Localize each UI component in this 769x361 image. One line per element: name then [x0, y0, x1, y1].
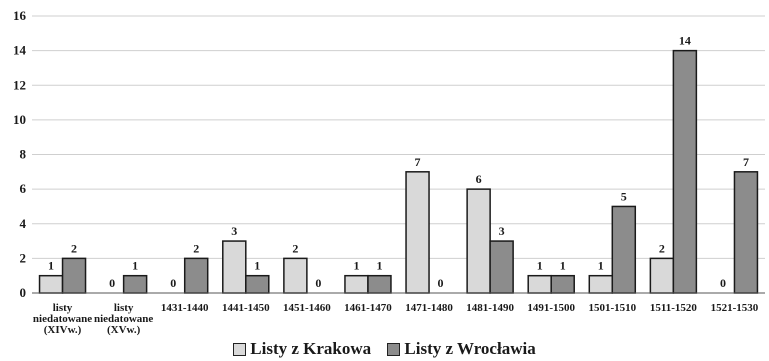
x-tick-label: 1441-1450 [222, 302, 270, 314]
bar-krakow [283, 257, 308, 294]
legend-swatch-wroclaw [387, 342, 401, 356]
bar-wroclaw [245, 274, 270, 294]
x-tick-label: (XVw.) [107, 324, 141, 336]
data-label-krakow: 1 [598, 259, 604, 273]
data-label-wroclaw: 0 [438, 276, 444, 290]
x-tick-label: listy [53, 302, 73, 314]
data-label-wroclaw: 7 [743, 155, 749, 169]
bar-krakow [344, 274, 369, 294]
x-tick-label: 1471-1480 [405, 302, 453, 314]
x-tick-label: 1521-1530 [711, 302, 759, 314]
x-tick-label: (XIVw.) [44, 324, 82, 336]
legend-label-wroclaw: Listy z Wrocławia [404, 339, 536, 358]
data-label-krakow: 0 [109, 276, 115, 290]
legend-item-wroclaw: Listy z Wrocławia [387, 339, 536, 359]
x-axis-ticks: listyniedatowane(XIVw.)listyniedatowane(… [33, 302, 759, 336]
data-label-krakow: 0 [720, 276, 726, 290]
legend-swatch-krakow [233, 342, 247, 356]
data-label-wroclaw: 1 [132, 259, 138, 273]
x-tick-label: 1501-1510 [588, 302, 636, 314]
y-tick-label: 4 [20, 216, 27, 231]
bar-wroclaw [550, 274, 575, 294]
x-tick-label: niedatowane [33, 313, 92, 325]
data-label-krakow: 3 [231, 224, 237, 238]
bar-krakow [649, 257, 675, 294]
data-label-krakow: 1 [353, 259, 359, 273]
data-label-krakow: 2 [292, 241, 298, 255]
y-axis-ticks: 0 2 4 6 8 10 12 14 16 [13, 8, 27, 300]
bar-krakow [405, 171, 430, 294]
bar-krakow [38, 274, 64, 294]
bar-wroclaw [183, 257, 209, 294]
x-tick-label: 1491-1500 [527, 302, 575, 314]
y-tick-label: 6 [20, 181, 27, 196]
data-label-wroclaw: 3 [499, 224, 505, 238]
y-tick-label: 10 [13, 112, 26, 127]
bar-wroclaw [122, 274, 148, 294]
bar-wroclaw [672, 49, 698, 294]
bar-wroclaw [489, 240, 514, 294]
data-label-krakow: 1 [537, 259, 543, 273]
data-label-krakow: 6 [476, 172, 482, 186]
x-tick-label: 1451-1460 [283, 302, 331, 314]
y-tick-label: 14 [13, 43, 27, 58]
data-labels: 1 2 0 1 0 2 3 1 2 0 1 1 7 0 6 3 1 1 1 5 2 14 0 7 [48, 34, 749, 290]
x-tick-label: listy [114, 302, 134, 314]
y-tick-label: 12 [13, 77, 26, 92]
y-tick-label: 0 [20, 285, 27, 300]
x-tick-label: 1461-1470 [344, 302, 392, 314]
x-tick-label: 1431-1440 [161, 302, 209, 314]
bars [38, 49, 759, 294]
x-tick-label: niedatowane [94, 313, 153, 325]
y-tick-label: 2 [20, 250, 27, 265]
legend: Listy z Krakowa Listy z Wrocławia [0, 339, 769, 361]
y-tick-label: 16 [13, 8, 27, 23]
data-label-wroclaw: 1 [376, 259, 382, 273]
bar-krakow [222, 240, 247, 294]
bar-wroclaw [61, 257, 87, 294]
bar-wroclaw [733, 171, 759, 294]
data-label-wroclaw: 1 [254, 259, 260, 273]
data-label-wroclaw: 2 [71, 241, 77, 255]
bar-krakow [527, 274, 552, 294]
x-tick-label: 1511-1520 [650, 302, 698, 314]
data-label-krakow: 2 [659, 241, 665, 255]
data-label-krakow: 0 [170, 276, 176, 290]
x-tick-label: 1481-1490 [466, 302, 514, 314]
data-label-wroclaw: 2 [193, 241, 199, 255]
data-label-wroclaw: 0 [315, 276, 321, 290]
bar-krakow [588, 274, 614, 294]
y-tick-label: 8 [20, 147, 27, 162]
bar-wroclaw [611, 205, 637, 294]
data-label-krakow: 7 [415, 155, 421, 169]
data-label-wroclaw: 5 [621, 189, 627, 203]
data-label-wroclaw: 14 [679, 34, 691, 48]
data-label-wroclaw: 1 [560, 259, 566, 273]
data-label-krakow: 1 [48, 259, 54, 273]
legend-label-krakow: Listy z Krakowa [250, 339, 372, 358]
bar-wroclaw [367, 274, 392, 294]
gridlines [32, 15, 765, 294]
bar-krakow [466, 188, 491, 294]
legend-item-krakow: Listy z Krakowa [233, 339, 371, 359]
